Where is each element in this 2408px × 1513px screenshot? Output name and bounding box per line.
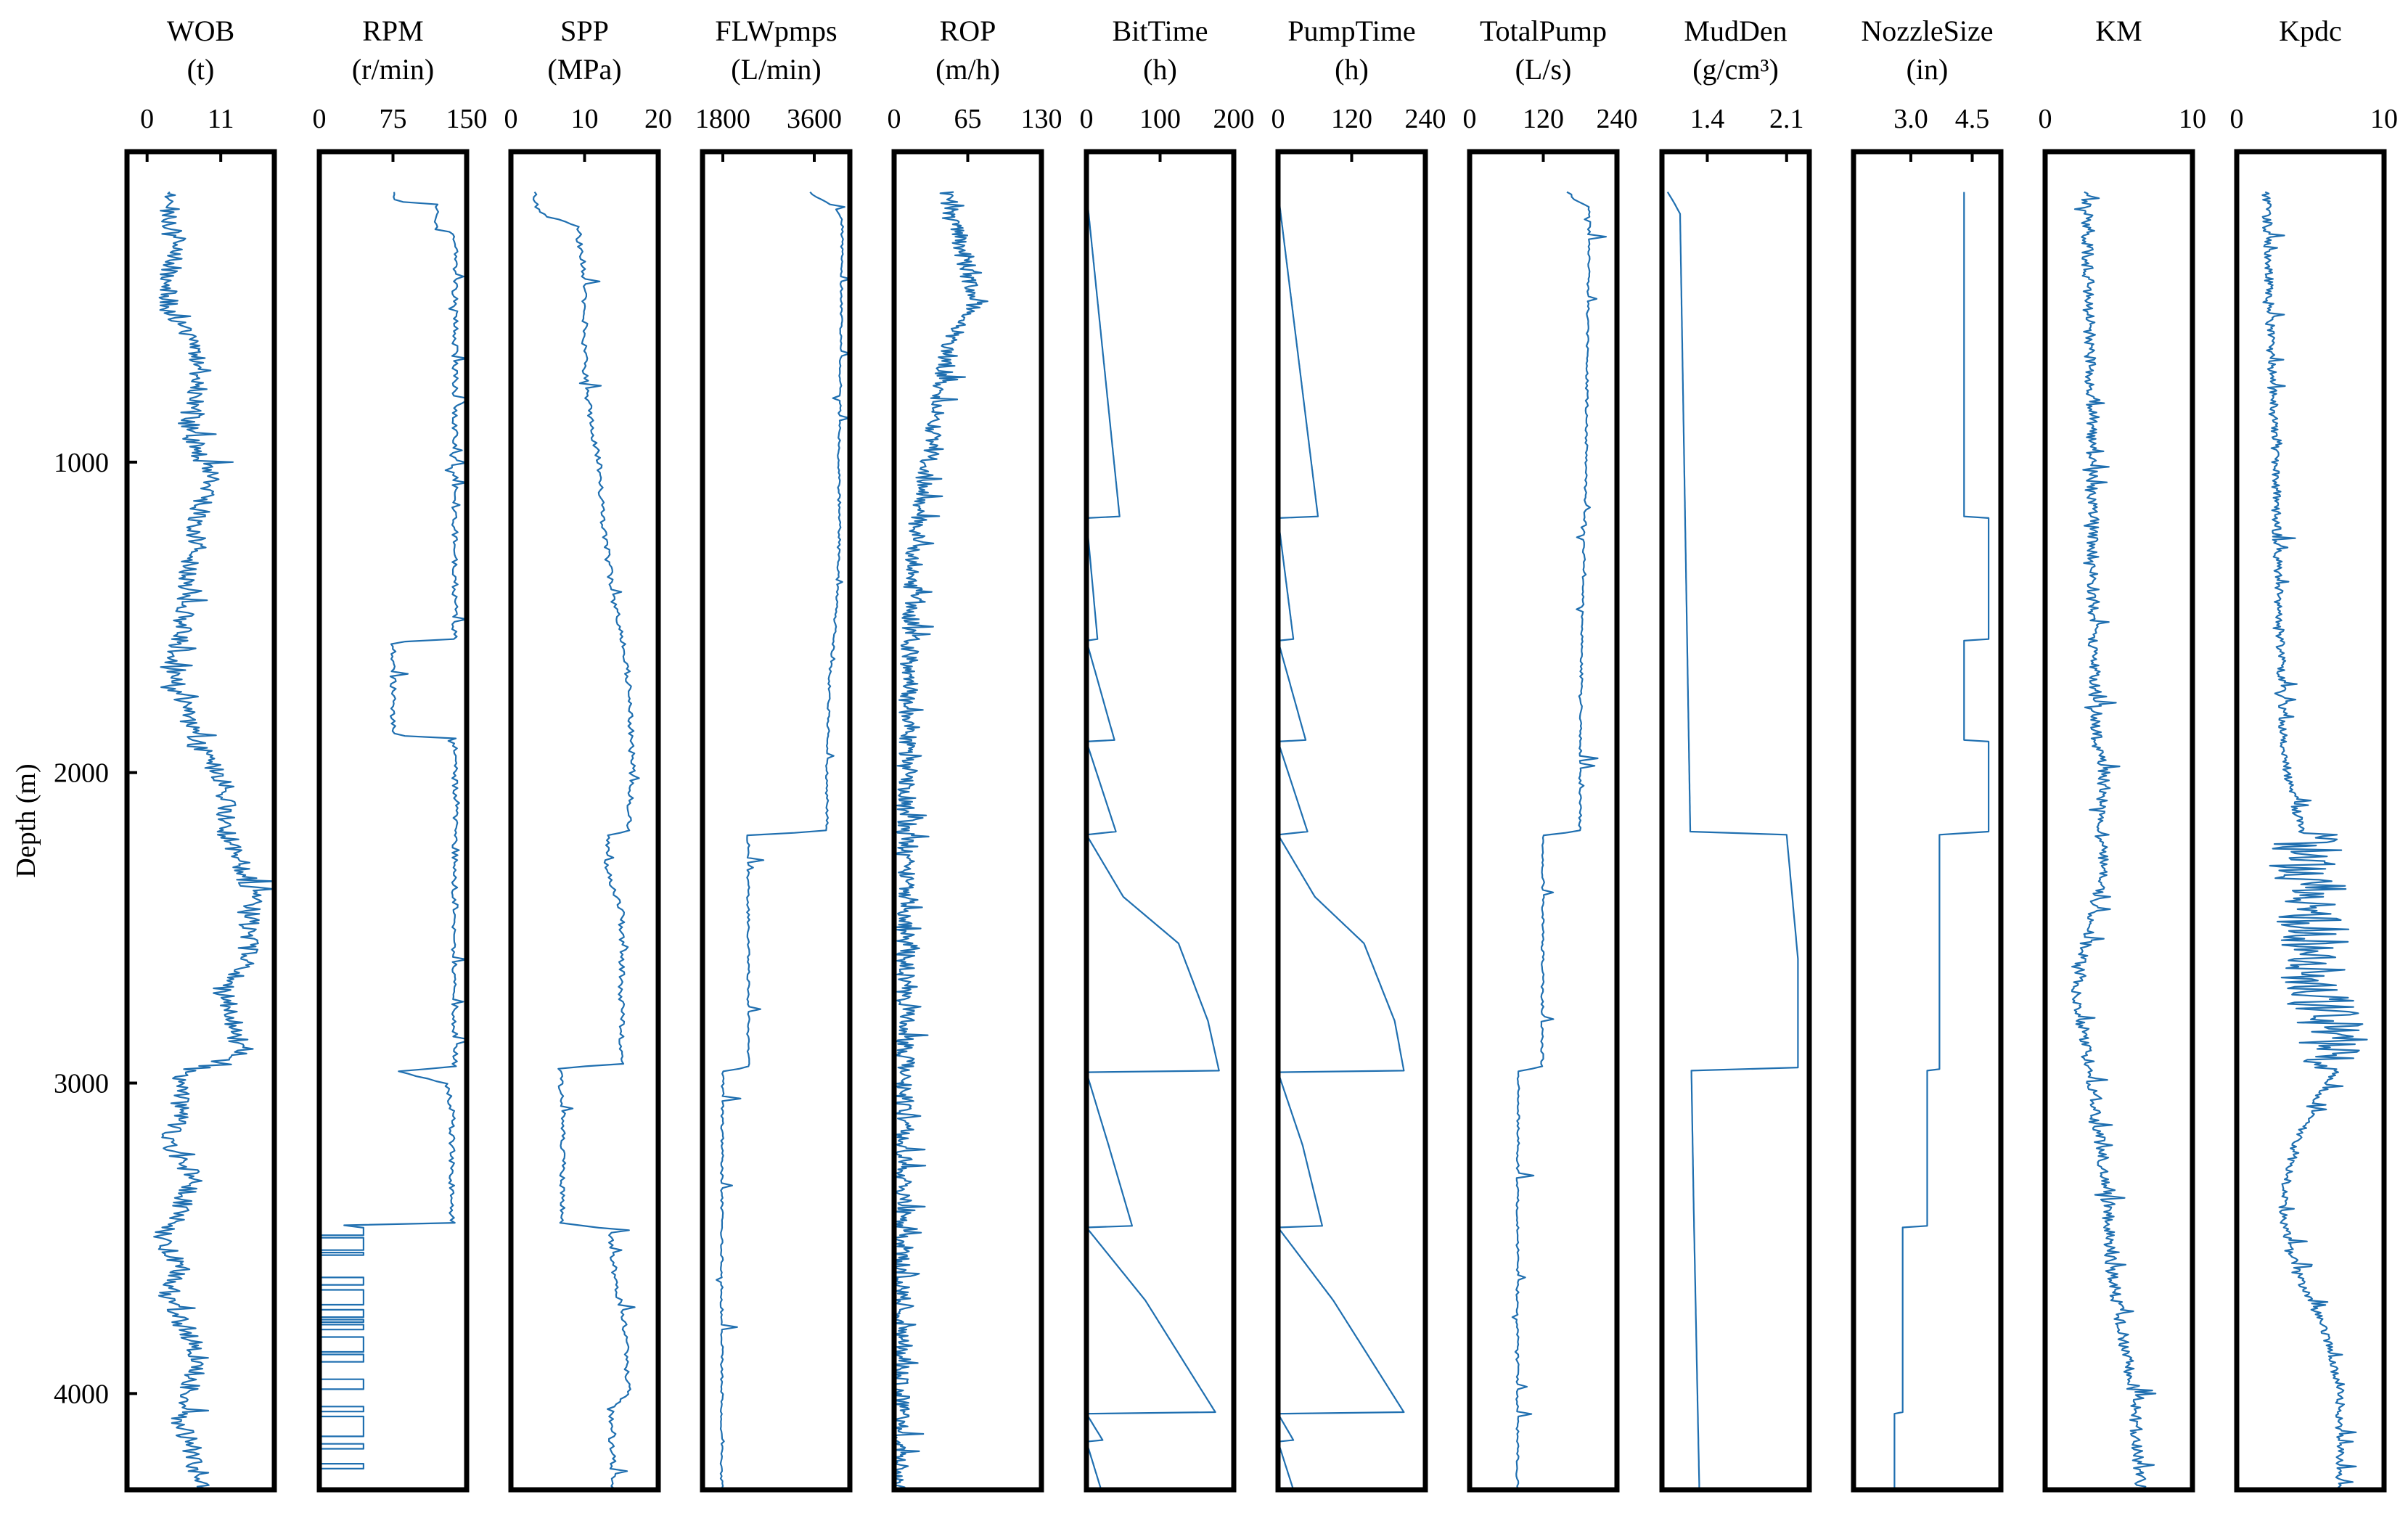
track-tick-label: 20 [644,104,672,134]
track-title: Kpdc [2279,15,2342,47]
series-line-pumptime [1277,192,1405,1491]
track-title: KM [2095,15,2142,47]
depth-axis: 1000 2000 3000 4000 Depth (m) [11,448,137,1409]
track-tick-label: 0 [1463,104,1477,134]
track-tick-label: 4.5 [1955,104,1990,134]
track-frame [1467,149,1620,1493]
track-mudden: MudDen (g/cm³) 1.4 2.1 [1659,15,1812,1493]
track-tick-label: 10 [2370,104,2398,134]
track-unit: (g/cm³) [1692,53,1779,86]
track-tick-label: 120 [1331,104,1372,134]
track-tick-label: 150 [446,104,488,134]
track-title: TotalPump [1480,15,1607,47]
track-frame [508,149,661,1493]
series-line-flwpmps [716,191,851,1489]
track-tick-label: 75 [380,104,407,134]
track-frame [316,149,470,1493]
track-frame [1851,149,2004,1493]
track-frame [1275,149,1428,1493]
track-unit: (m/h) [935,53,1000,86]
track-tick-label: 200 [1213,104,1255,134]
track-frame [1084,149,1237,1493]
depth-tick-label: 3000 [54,1069,109,1099]
series-line-spp [532,191,640,1490]
track-title: WOB [167,15,234,47]
track-km: KM 0 10 [2039,15,2206,1493]
track-flwpmps: FLWpmps (L/min) 1800 3600 [695,15,853,1493]
track-tick-label: 1800 [695,104,750,134]
track-frame [2234,149,2387,1493]
track-tick-label: 0 [1271,104,1285,134]
track-unit: (in) [1907,53,1949,86]
track-title: MudDen [1684,15,1787,47]
track-tick-label: 10 [2179,104,2206,134]
track-frame [700,149,853,1493]
track-tick-label: 1.4 [1690,104,1725,134]
series-line-wob [153,191,276,1491]
track-title: BitTime [1113,15,1208,47]
track-bittime: BitTime (h) 0 100 200 [1080,15,1255,1493]
track-rop: ROP (m/h) 0 65 130 [888,15,1062,1493]
series-line-totalpump [1511,191,1608,1489]
track-tick-label: 3.0 [1893,104,1928,134]
depth-tick-label: 4000 [54,1379,109,1409]
track-rpm: RPM (r/min) 0 75 150 [313,15,488,1493]
track-tick-label: 10 [571,104,599,134]
track-tick-label: 0 [2039,104,2052,134]
series-line-nozzlesize [1893,192,1990,1490]
track-unit: (t) [187,53,215,86]
track-tick-label: 240 [1597,104,1638,134]
track-title: SPP [560,15,609,47]
track-tick-label: 0 [888,104,901,134]
track-tick-label: 130 [1021,104,1062,134]
track-kpdc: Kpdc 0 10 [2230,15,2398,1493]
track-spp: SPP (MPa) 0 10 20 [504,15,672,1493]
track-unit: (h) [1335,53,1369,86]
depth-tick-label: 2000 [54,758,109,789]
track-title: FLWpmps [715,15,837,47]
track-frame [1659,149,1812,1493]
track-pumptime: PumpTime (h) 0 120 240 [1271,15,1446,1493]
track-tick-label: 0 [504,104,518,134]
series-line-rop [893,191,988,1491]
series-line-mudden [1666,192,1799,1491]
track-wob: WOB (t) 0 11 [124,15,277,1493]
track-frame [891,149,1044,1493]
track-tick-label: 65 [954,104,982,134]
track-frame [124,149,277,1493]
series-line-km [2071,191,2157,1491]
track-nozzlesize: NozzleSize (in) 3.0 4.5 [1851,15,2004,1493]
series-line-kpdc [2261,191,2368,1491]
series-line-bittime [1085,192,1220,1491]
track-tick-label: 3600 [787,104,842,134]
series-line-rpm [318,192,468,1491]
track-tick-label: 0 [2230,104,2244,134]
track-tick-label: 0 [1080,104,1094,134]
track-title: ROP [940,15,996,47]
depth-axis-title: Depth (m) [11,763,41,877]
track-totalpump: TotalPump (L/s) 0 120 240 [1463,15,1638,1493]
track-unit: (MPa) [547,53,621,86]
depth-tick-label: 1000 [54,448,109,478]
track-unit: (h) [1143,53,1177,86]
track-title: RPM [362,15,424,47]
track-tick-label: 240 [1405,104,1446,134]
track-tick-label: 0 [140,104,154,134]
log-tracks: WOB (t) 0 11 RPM (r/min) 0 75 150 SPP (MPa) 0 10 20 FL… [124,15,2398,1493]
track-title: NozzleSize [1861,15,1993,47]
track-tick-label: 11 [208,104,234,134]
track-tick-label: 120 [1523,104,1564,134]
track-frame [2042,149,2195,1493]
track-tick-label: 100 [1139,104,1181,134]
track-tick-label: 0 [313,104,327,134]
track-tick-label: 2.1 [1769,104,1804,134]
track-unit: (L/min) [731,53,821,86]
track-unit: (r/min) [352,53,434,86]
track-unit: (L/s) [1515,53,1572,86]
track-title: PumpTime [1287,15,1415,47]
